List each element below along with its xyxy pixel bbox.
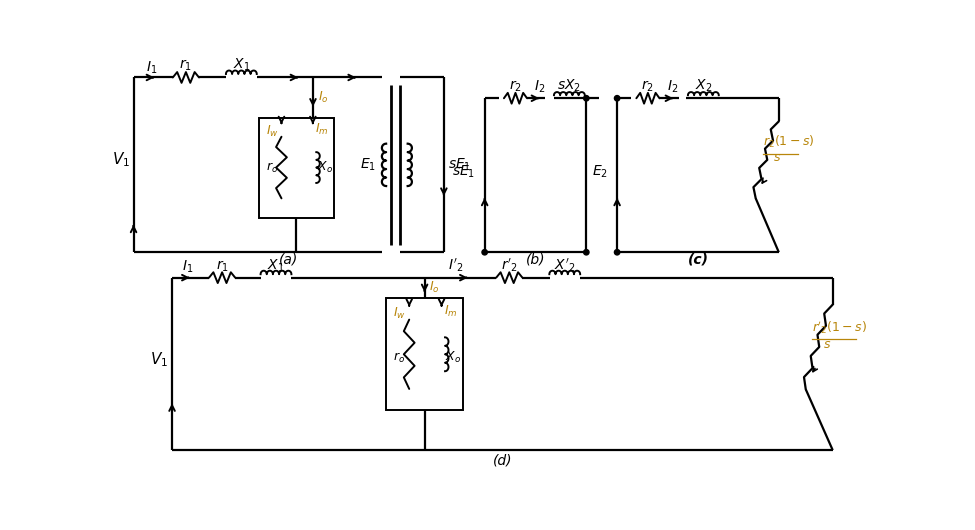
Text: $r_1$: $r_1$	[179, 58, 192, 73]
Text: $sE_1$: $sE_1$	[452, 163, 476, 180]
Circle shape	[584, 95, 589, 101]
Circle shape	[584, 250, 589, 255]
Text: $r_o$: $r_o$	[393, 350, 406, 365]
Text: $s$: $s$	[772, 152, 781, 164]
Text: $I_2$: $I_2$	[667, 78, 679, 95]
Text: $I_o$: $I_o$	[318, 90, 329, 104]
Text: $r_2$: $r_2$	[642, 79, 654, 94]
Text: $I_1$: $I_1$	[181, 259, 193, 275]
Text: $X'_2$: $X'_2$	[554, 256, 575, 273]
Text: $r'_2(1-s)$: $r'_2(1-s)$	[812, 319, 867, 335]
Text: $r_2$: $r_2$	[509, 79, 522, 94]
Text: $I'_2$: $I'_2$	[448, 257, 463, 275]
Circle shape	[614, 250, 620, 255]
Text: $E_2$: $E_2$	[592, 163, 607, 180]
Bar	[386, 298, 463, 410]
Text: $I_w$: $I_w$	[265, 123, 279, 138]
Text: $E_1$: $E_1$	[360, 156, 376, 173]
Text: $I_1$: $I_1$	[146, 60, 158, 76]
Text: $sE_1$: $sE_1$	[448, 156, 471, 173]
Text: $sX_2$: $sX_2$	[558, 78, 581, 94]
Text: $V_1$: $V_1$	[112, 151, 131, 169]
Text: $X_1$: $X_1$	[233, 57, 250, 73]
Circle shape	[482, 250, 488, 255]
Text: $X_2$: $X_2$	[695, 78, 712, 94]
Text: $I_w$: $I_w$	[393, 306, 407, 321]
Text: $I_m$: $I_m$	[315, 122, 329, 137]
Text: (a): (a)	[279, 253, 298, 267]
Text: (d): (d)	[492, 453, 512, 467]
Text: (b): (b)	[526, 253, 545, 267]
Text: $I_m$: $I_m$	[444, 304, 457, 320]
Text: $I_2$: $I_2$	[534, 78, 546, 95]
Text: $r_1$: $r_1$	[215, 258, 228, 273]
Text: $s$: $s$	[823, 339, 831, 351]
Text: $X_o$: $X_o$	[317, 161, 332, 175]
Bar	[259, 118, 333, 218]
Text: $r_o$: $r_o$	[266, 162, 279, 175]
Text: $X_o$: $X_o$	[446, 349, 461, 365]
Text: $r_2(1-s)$: $r_2(1-s)$	[763, 134, 815, 150]
Text: $r'_2$: $r'_2$	[501, 256, 518, 273]
Circle shape	[614, 95, 620, 101]
Text: (c): (c)	[687, 253, 709, 267]
Text: $V_1$: $V_1$	[150, 350, 169, 368]
Text: $I_o$: $I_o$	[429, 280, 440, 295]
Text: $X_1$: $X_1$	[267, 257, 285, 273]
